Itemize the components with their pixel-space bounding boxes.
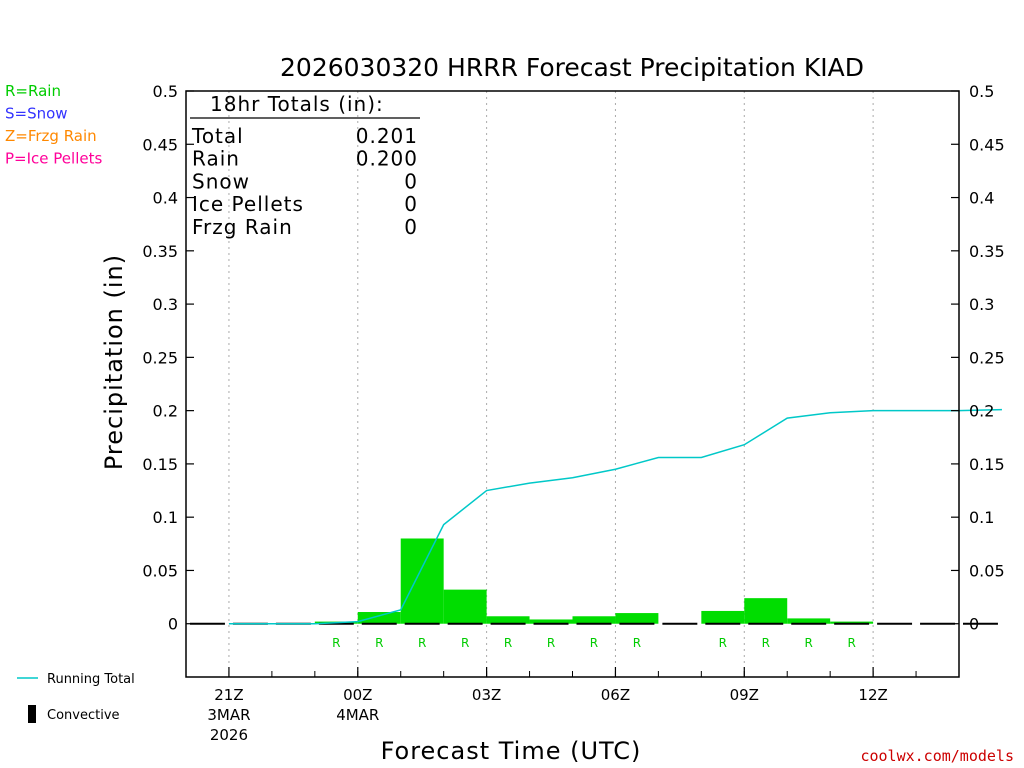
ptype-legend-item: R=Rain xyxy=(5,82,61,100)
running-total-line xyxy=(228,408,1002,625)
precip-bar xyxy=(529,619,573,624)
ptype-legend-item: S=Snow xyxy=(5,105,68,123)
xtick-date: 4MAR xyxy=(336,706,379,724)
y-axis-right: 0.5 0.45 0.4 0.35 0.3 0.25 0.2 0.15 0.1 0.05 0 xyxy=(951,82,1005,634)
ytick-right-label: 0.35 xyxy=(969,242,1005,261)
totals-label: Snow xyxy=(192,169,250,193)
xtick-label: 03Z xyxy=(472,686,501,704)
ptype-legend-item: Z=Frzg Rain xyxy=(5,127,97,145)
ytick-right-label: 0.4 xyxy=(969,189,994,208)
ytick-left-label: 0.2 xyxy=(153,402,178,421)
ptype-letter: R xyxy=(847,636,855,650)
xtick-label: 21Z xyxy=(214,686,243,704)
ptype-legend: R=Rain S=Snow Z=Frzg Rain P=Ice Pellets xyxy=(5,82,102,168)
precip-bar xyxy=(701,610,745,624)
ytick-right-label: 0 xyxy=(969,615,979,634)
xtick-label: 09Z xyxy=(730,686,759,704)
totals-value: 0 xyxy=(404,215,418,239)
ytick-left-label: 0.5 xyxy=(153,82,178,101)
ytick-left-label: 0.25 xyxy=(142,348,178,367)
ptype-legend-item: P=Ice Pellets xyxy=(5,150,102,168)
ptype-letter: R xyxy=(762,636,770,650)
xtick-label: 00Z xyxy=(343,686,372,704)
ptype-letter: R xyxy=(547,636,555,650)
legend-line-label: Convective xyxy=(47,708,120,723)
ytick-left-label: 0.35 xyxy=(142,242,178,261)
ptype-letter: R xyxy=(805,636,813,650)
x-axis: 21Z 3MAR 2026 00Z 4MAR 03Z 06Z 09Z 12Z xyxy=(207,667,917,744)
totals-value: 0.201 xyxy=(356,124,418,148)
ytick-right-label: 0.45 xyxy=(969,135,1005,154)
totals-box: 18hr Totals (in): Total 0.201 Rain 0.200 Sno… xyxy=(190,92,420,239)
y-axis-label: Precipitation (in) xyxy=(100,254,128,470)
totals-value: 0.200 xyxy=(356,147,418,171)
ytick-left-label: 0 xyxy=(168,615,178,634)
ptype-letter: R xyxy=(590,636,598,650)
xtick-date: 3MAR xyxy=(207,706,250,724)
chart-title: 2026030320 HRRR Forecast Precipitation K… xyxy=(280,53,864,82)
totals-label: Total xyxy=(191,124,244,148)
precip-bar xyxy=(572,616,616,624)
running-total-polyline xyxy=(228,408,1002,625)
precip-bars xyxy=(314,538,874,624)
ytick-left-label: 0.4 xyxy=(153,189,178,208)
legend-line-label: Running Total xyxy=(47,672,135,687)
precip-bar xyxy=(830,621,874,624)
ytick-left-label: 0.05 xyxy=(142,561,178,580)
x-axis-label: Forecast Time (UTC) xyxy=(381,737,642,765)
xtick-label: 06Z xyxy=(601,686,630,704)
line-legend: Running Total Convective xyxy=(17,672,135,723)
credit-text: coolwx.com/models xyxy=(860,747,1014,765)
ptype-letter: R xyxy=(461,636,469,650)
xtick-label: 12Z xyxy=(858,686,887,704)
precip-bar xyxy=(615,613,659,624)
ytick-right-label: 0.3 xyxy=(969,295,994,314)
ptype-letter: R xyxy=(504,636,512,650)
plot-frame xyxy=(185,90,960,678)
precip-bar xyxy=(486,616,530,624)
ytick-right-label: 0.05 xyxy=(969,561,1005,580)
precip-bar xyxy=(357,612,401,624)
totals-value: 0 xyxy=(404,192,418,216)
precip-bar xyxy=(744,598,788,624)
legend-block-swatch xyxy=(28,705,36,723)
ptype-letter: R xyxy=(633,636,641,650)
ptype-letter: R xyxy=(418,636,426,650)
ytick-left-label: 0.15 xyxy=(142,455,178,474)
ytick-left-label: 0.45 xyxy=(142,135,178,154)
totals-label: Rain xyxy=(192,147,240,171)
totals-header: 18hr Totals (in): xyxy=(210,92,384,116)
ytick-left-label: 0.3 xyxy=(153,295,178,314)
ptype-letter: R xyxy=(332,636,340,650)
precip-bar xyxy=(787,618,831,624)
ytick-right-label: 0.5 xyxy=(969,82,994,101)
ytick-right-label: 0.2 xyxy=(969,402,994,421)
totals-label: Frzg Rain xyxy=(192,215,293,239)
precip-bar xyxy=(400,538,444,624)
totals-value: 0 xyxy=(404,169,418,193)
ptype-letter: R xyxy=(719,636,727,650)
ytick-right-label: 0.25 xyxy=(969,348,1005,367)
xtick-year: 2026 xyxy=(210,726,248,744)
ytick-right-label: 0.15 xyxy=(969,455,1005,474)
y-axis-left: 0.5 0.45 0.4 0.35 0.3 0.25 0.2 0.15 0.1 0.05 0 xyxy=(142,82,194,634)
ytick-right-label: 0.1 xyxy=(969,508,994,527)
gridlines xyxy=(228,91,874,677)
ptype-letter: R xyxy=(375,636,383,650)
precip-bar xyxy=(443,589,487,624)
totals-label: Ice Pellets xyxy=(192,192,304,216)
ytick-left-label: 0.1 xyxy=(153,508,178,527)
